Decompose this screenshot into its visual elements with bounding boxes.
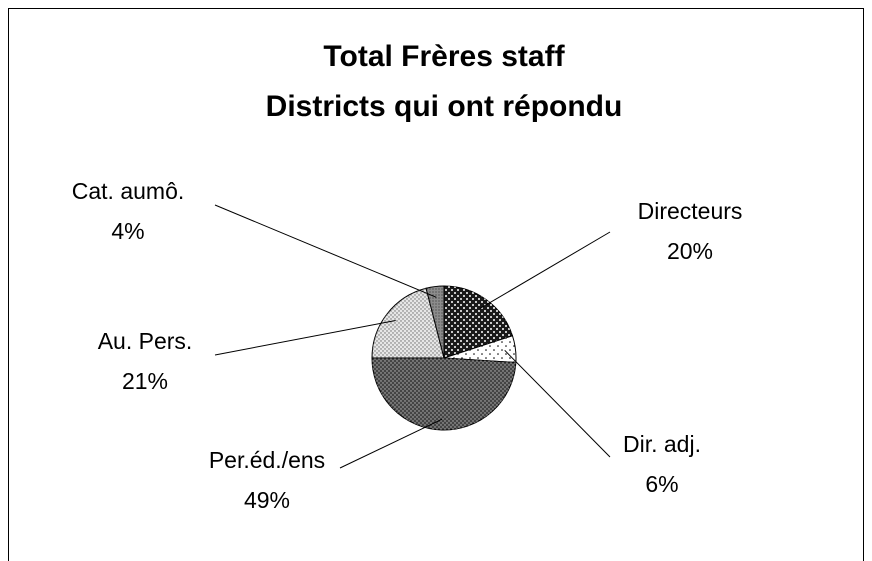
slice-pattern bbox=[426, 286, 444, 358]
slice-label: Directeurs bbox=[638, 198, 743, 224]
slice-label: Per.éd./ens bbox=[209, 447, 325, 473]
slice-label: Cat. aumô. bbox=[72, 178, 185, 204]
slice-label: Dir. adj. bbox=[623, 431, 701, 457]
leader-line bbox=[214, 319, 396, 356]
frame bbox=[8, 8, 864, 561]
slice-pattern bbox=[371, 288, 444, 358]
slice-pattern bbox=[372, 358, 516, 431]
leader-line bbox=[479, 231, 611, 309]
leader-line bbox=[504, 349, 611, 458]
chart-subtitle: Districts qui ont répondu bbox=[266, 90, 623, 123]
slice-value-label: 49% bbox=[244, 487, 290, 513]
slice-label: Au. Pers. bbox=[98, 328, 193, 354]
slice-pattern bbox=[444, 286, 513, 358]
slice-value-label: 20% bbox=[667, 238, 713, 264]
slice-pattern bbox=[444, 335, 516, 363]
chart-title: Total Frères staff bbox=[323, 40, 565, 73]
slice-value-label: 21% bbox=[122, 368, 168, 394]
leader-line bbox=[214, 204, 437, 298]
leader-line bbox=[339, 418, 443, 469]
slice-value-label: 6% bbox=[645, 471, 678, 497]
slice-value-label: 4% bbox=[111, 218, 144, 244]
